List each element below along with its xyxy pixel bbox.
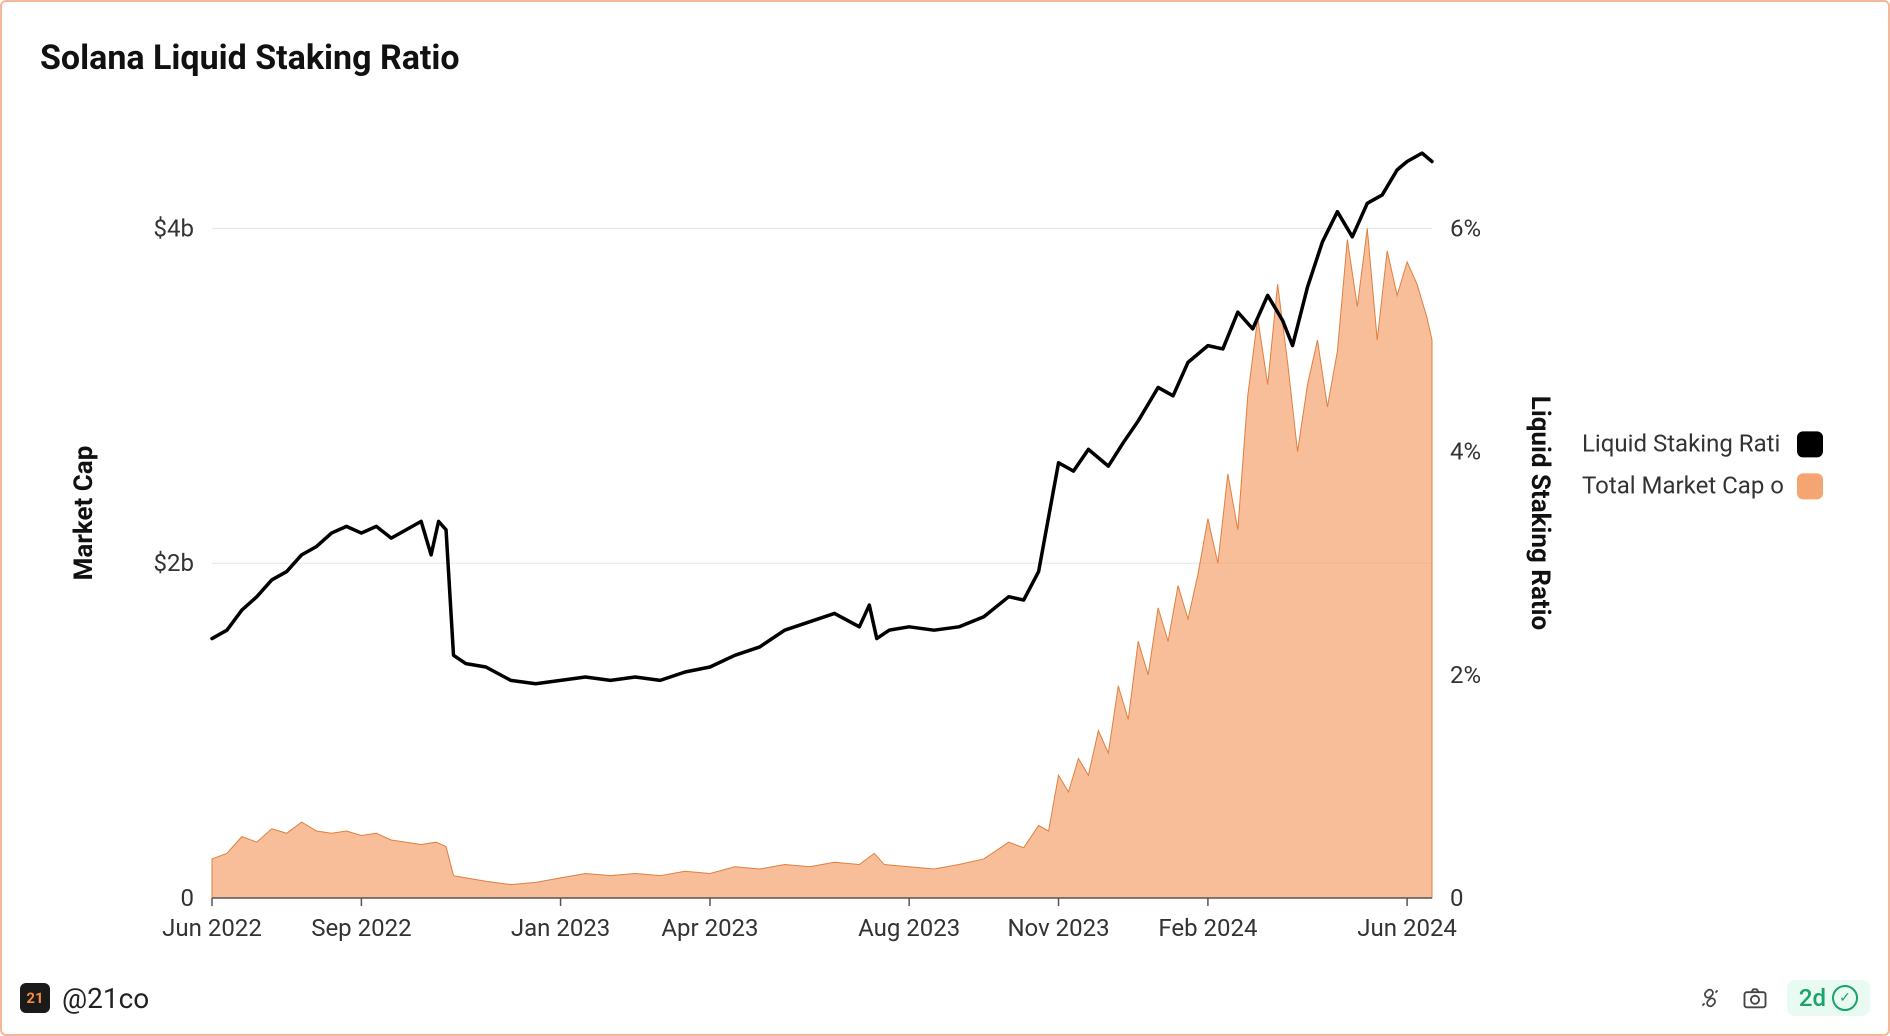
svg-text:Liquid Staking Rati: Liquid Staking Rati — [1582, 429, 1780, 457]
svg-text:Sep 2022: Sep 2022 — [311, 914, 411, 942]
chart-svg: Jun 2022 Sep 2022 Jan 2023 Apr 2023 Aug 2023… — [32, 98, 1862, 968]
svg-text:0: 0 — [1450, 884, 1464, 912]
svg-text:2%: 2% — [1450, 661, 1481, 689]
svg-text:$2b: $2b — [154, 549, 194, 577]
freshness-status-pill[interactable]: 2d ✓ — [1787, 980, 1870, 1016]
brand-badge-text: 21 — [26, 989, 43, 1007]
svg-text:Apr 2023: Apr 2023 — [661, 914, 758, 942]
chart-plot-area: Jun 2022 Sep 2022 Jan 2023 Apr 2023 Aug 2023… — [32, 98, 1858, 972]
api-icon[interactable] — [1697, 985, 1723, 1011]
svg-text:Feb 2024: Feb 2024 — [1158, 914, 1257, 942]
chart-title: Solana Liquid Staking Ratio — [40, 38, 1858, 78]
svg-text:Market Cap: Market Cap — [69, 446, 99, 581]
chart-footer: 21 @21co 2d ✓ — [20, 976, 1870, 1020]
svg-text:Total Market Cap o: Total Market Cap o — [1582, 471, 1784, 499]
svg-text:Nov 2023: Nov 2023 — [1007, 914, 1109, 942]
footer-left: 21 @21co — [20, 982, 149, 1015]
author-handle[interactable]: @21co — [62, 982, 149, 1015]
svg-text:Aug 2023: Aug 2023 — [858, 914, 960, 942]
svg-text:Liquid Staking Ratio: Liquid Staking Ratio — [1525, 396, 1555, 630]
svg-text:6%: 6% — [1450, 214, 1481, 242]
brand-badge[interactable]: 21 — [20, 983, 50, 1013]
svg-text:Jun 2024: Jun 2024 — [1357, 914, 1457, 942]
svg-text:$4b: $4b — [154, 214, 194, 242]
check-icon: ✓ — [1832, 985, 1858, 1011]
svg-text:0: 0 — [181, 884, 195, 912]
camera-icon[interactable] — [1741, 984, 1769, 1012]
footer-right: 2d ✓ — [1697, 980, 1870, 1016]
chart-card: Solana Liquid Staking Ratio Jun 2022 Sep … — [0, 0, 1890, 1036]
freshness-status-label: 2d — [1799, 984, 1826, 1012]
svg-text:Jun 2022: Jun 2022 — [162, 914, 262, 942]
svg-text:4%: 4% — [1450, 438, 1481, 466]
svg-text:Jan 2023: Jan 2023 — [511, 914, 610, 942]
